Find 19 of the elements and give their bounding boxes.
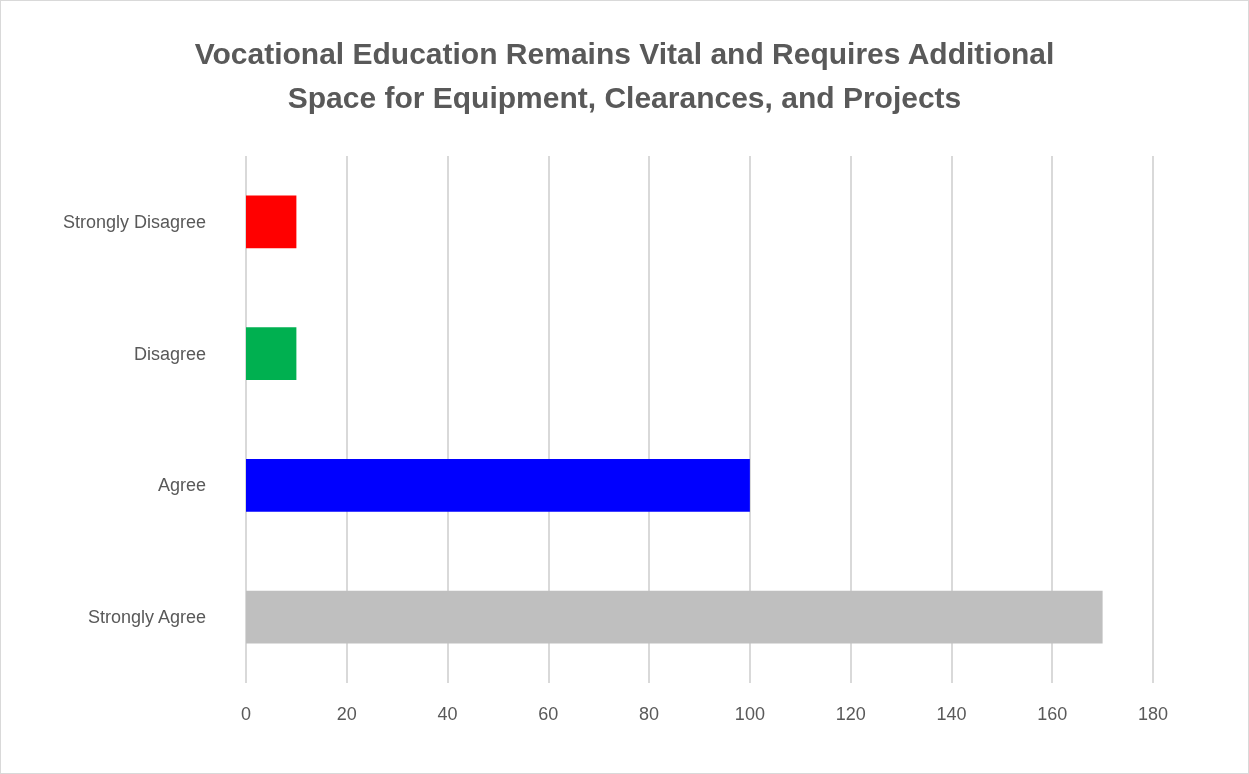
bar (246, 459, 750, 512)
x-tick-label: 0 (240, 704, 252, 724)
x-tick-label: 60 (538, 704, 559, 724)
y-tick-label: Strongly Agree (87, 607, 206, 628)
bar (246, 195, 297, 249)
x-tick-label: 160 (1037, 704, 1068, 724)
y-tick-label: Agree (157, 475, 206, 496)
x-tick-label: 100 (734, 704, 765, 724)
x-tick-label: 80 (639, 704, 660, 724)
x-tick-label: 180 (1137, 704, 1169, 724)
bar (246, 590, 1103, 644)
x-tick-label: 120 (835, 704, 866, 724)
y-tick-label: Strongly Disagree (62, 211, 206, 232)
chart-title: Vocational Education Remains Vital and Requires Additional Space for Equipment, Clearances, and Projects (194, 36, 1055, 114)
x-tick-label: 140 (936, 704, 967, 724)
y-tick-label: Disagree (133, 343, 206, 364)
x-tick-label: 20 (336, 704, 357, 724)
x-tick-label: 40 (437, 704, 458, 724)
bar (246, 327, 297, 380)
